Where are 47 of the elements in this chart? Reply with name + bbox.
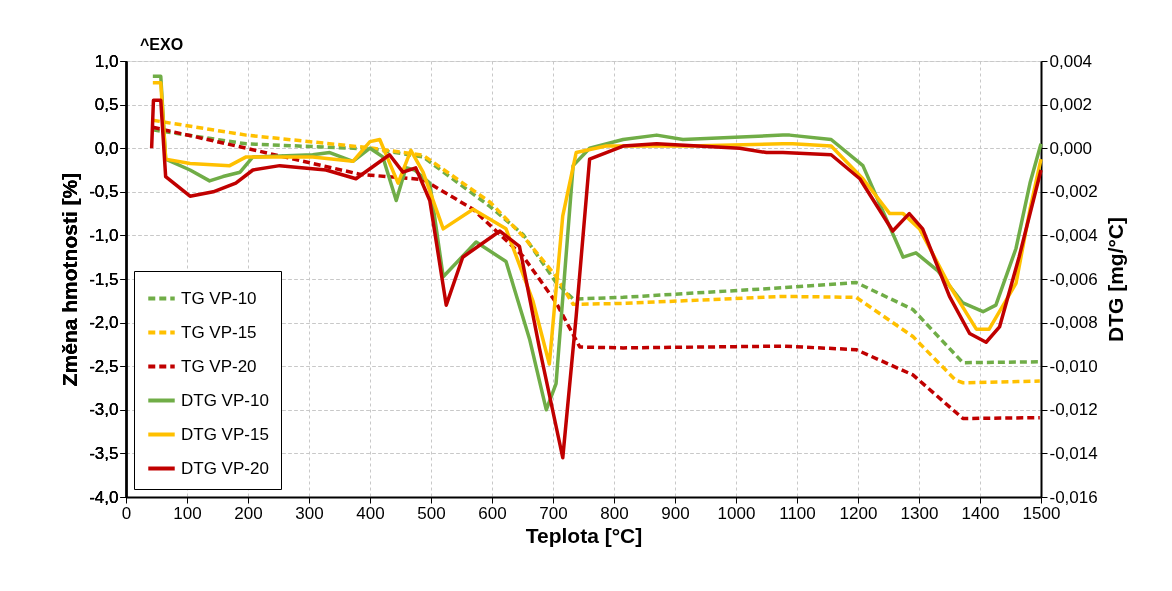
y2-tick-label: -0,006 xyxy=(1049,269,1098,289)
y-tick-label: -3,5 xyxy=(89,443,119,463)
y2-tick-label: 0,004 xyxy=(1049,51,1093,71)
x-axis-title: Teplota [°C] xyxy=(525,523,643,547)
y-tick-label: -2,5 xyxy=(89,356,119,376)
y-tick-label: -0,5 xyxy=(89,182,119,202)
y2-tick-label: 0,002 xyxy=(1049,95,1093,115)
legend-label: TG VP-20 xyxy=(181,356,257,376)
y2-tick-label: 0,000 xyxy=(1049,138,1093,158)
y-tick-label: -1,0 xyxy=(89,225,119,245)
y2-tick-label: -0,008 xyxy=(1049,313,1098,333)
y2-tick-label: -0,010 xyxy=(1049,356,1098,376)
x-tick-label: 1100 xyxy=(779,503,816,523)
x-tick-label: 0 xyxy=(121,503,132,523)
text: ^EXO xyxy=(140,36,184,53)
y2-tick-label: -0,004 xyxy=(1049,225,1098,245)
x-tick-label: 100 xyxy=(173,503,202,523)
y-tick-label: -4,0 xyxy=(89,487,119,507)
legend-label: DTG VP-15 xyxy=(181,424,269,444)
x-tick-label: 200 xyxy=(234,503,263,523)
y-tick-label: -3,0 xyxy=(89,400,119,420)
y-tick-label: -2,0 xyxy=(89,313,119,333)
x-tick-label: 600 xyxy=(478,503,507,523)
y-tick-label: 0,5 xyxy=(94,95,119,115)
x-tick-label: 1300 xyxy=(900,503,939,523)
legend-label: TG VP-15 xyxy=(181,322,257,342)
x-tick-label: 800 xyxy=(600,503,629,523)
x-tick-label: 1400 xyxy=(961,503,1000,523)
y-tick-label: 1,0 xyxy=(94,51,119,71)
x-tick-label: 1200 xyxy=(839,503,878,523)
y2-tick-label: -0,002 xyxy=(1049,182,1098,202)
y-tick-label: -1,5 xyxy=(89,269,119,289)
line-series xyxy=(149,98,1043,460)
legend-label: DTG VP-20 xyxy=(181,458,269,478)
y-axis-title: Změna hmotnosti [%] xyxy=(58,172,82,387)
y2-tick-label: -0,014 xyxy=(1049,443,1098,463)
x-tick-label: 1000 xyxy=(717,503,756,523)
x-tick-label: 900 xyxy=(661,503,690,523)
x-tick-label: 500 xyxy=(417,503,446,523)
x-tick-label: 700 xyxy=(539,503,568,523)
y2-axis-title: DTG [mg/°C] xyxy=(1103,216,1127,343)
legend-label: TG VP-10 xyxy=(181,288,257,308)
legend-label: DTG VP-10 xyxy=(181,390,269,410)
y2-tick-label: -0,012 xyxy=(1049,400,1098,420)
x-tick-label: 300 xyxy=(295,503,324,523)
y-tick-label: 0,0 xyxy=(94,138,119,158)
x-tick-label: 400 xyxy=(356,503,385,523)
